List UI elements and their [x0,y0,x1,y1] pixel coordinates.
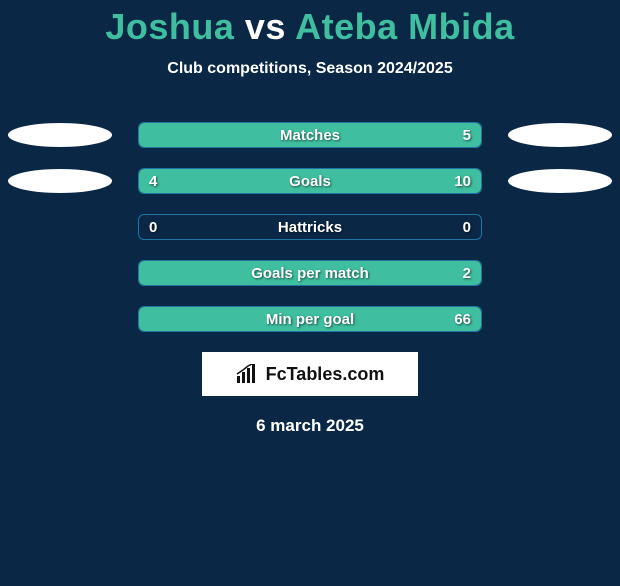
stat-bar-fill-left [139,169,235,193]
comparison-title: Joshua vs Ateba Mbida [0,6,620,48]
player1-name: Joshua [105,6,234,47]
brand-text: FcTables.com [266,364,385,385]
brand-logo: FcTables.com [202,352,418,396]
comparison-chart: 5Matches 410Goals 0 0Hattricks 2Goals per ma… [0,122,620,332]
stat-bar-fill [139,261,481,285]
stat-bar-fill-right [235,169,481,193]
stat-row: 5Matches [0,122,620,148]
player1-badge-placeholder [8,123,112,147]
bar-chart-icon [236,364,258,384]
player2-badge-placeholder [508,123,612,147]
stat-row: 0 0Hattricks [0,214,620,240]
stat-bar-track: 5Matches [138,122,482,148]
stat-bar-track: 2Goals per match [138,260,482,286]
stat-row: 66Min per goal [0,306,620,332]
stat-value-left: 0 [149,215,157,239]
player2-badge-placeholder [508,169,612,193]
player2-name: Ateba Mbida [295,6,515,47]
stat-bar-track: 66Min per goal [138,306,482,332]
stat-row: 2Goals per match [0,260,620,286]
stat-row: 410Goals [0,168,620,194]
vs-separator: vs [245,6,286,47]
stat-value-right: 0 [463,215,471,239]
stat-bar-fill [139,123,481,147]
stat-bar-fill [139,307,481,331]
date-text: 6 march 2025 [0,416,620,436]
stat-bar-track: 0 0Hattricks [138,214,482,240]
stat-bar-track: 410Goals [138,168,482,194]
stat-label: Hattricks [139,215,481,239]
player1-badge-placeholder [8,169,112,193]
subtitle-text: Club competitions, Season 2024/2025 [0,60,620,78]
